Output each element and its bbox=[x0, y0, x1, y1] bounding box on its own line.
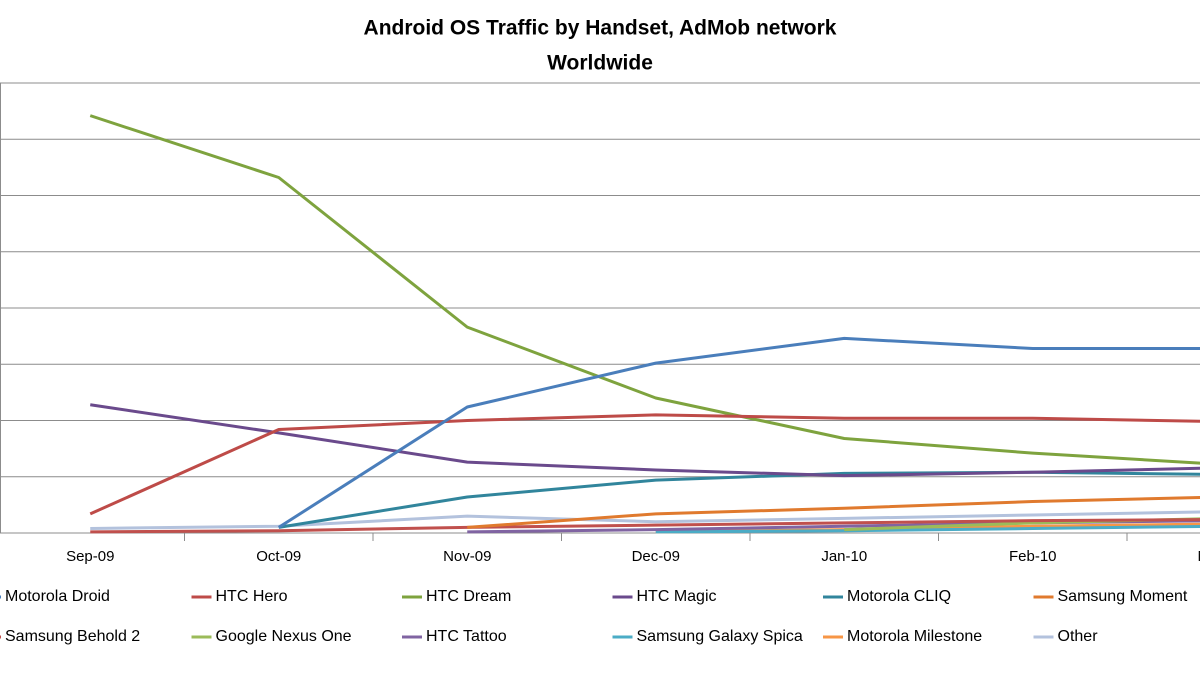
x-tick-label: Oct-09 bbox=[256, 548, 301, 565]
chart-subtitle: Worldwide bbox=[547, 52, 653, 75]
series-line bbox=[467, 496, 1200, 529]
series-line bbox=[277, 336, 1200, 529]
series-line bbox=[90, 403, 1200, 478]
series-line bbox=[89, 114, 1200, 465]
x-tick-label: Nov-09 bbox=[443, 548, 491, 565]
series-line bbox=[655, 525, 1200, 534]
legend-label: Google Nexus One bbox=[216, 628, 352, 645]
legend-label: Samsung Moment bbox=[1058, 588, 1188, 605]
legend-label: Motorola CLIQ bbox=[847, 588, 951, 605]
x-tick-label: Dec-09 bbox=[632, 548, 680, 565]
series-line bbox=[90, 518, 1200, 534]
legend-label: Motorola Milestone bbox=[847, 628, 982, 645]
legend-label: Samsung Behold 2 bbox=[5, 628, 140, 645]
legend-label: Motorola Droid bbox=[5, 588, 110, 605]
chart-title: Android OS Traffic by Handset, AdMob net… bbox=[364, 17, 837, 40]
legend-label: HTC Dream bbox=[426, 588, 511, 605]
x-tick-label: Jan-10 bbox=[821, 548, 867, 565]
legend-label: HTC Tattoo bbox=[426, 628, 507, 645]
series-line bbox=[89, 413, 1200, 516]
x-tick-label: Sep-09 bbox=[66, 548, 114, 565]
legend-label: HTC Hero bbox=[216, 588, 288, 605]
x-tick-label: Mar-10 bbox=[1197, 548, 1200, 565]
legend-label: Other bbox=[1058, 628, 1099, 645]
legend-label: HTC Magic bbox=[637, 588, 717, 605]
legend-label: Samsung Galaxy Spica bbox=[637, 628, 803, 645]
x-tick-label: Feb-10 bbox=[1009, 548, 1057, 565]
